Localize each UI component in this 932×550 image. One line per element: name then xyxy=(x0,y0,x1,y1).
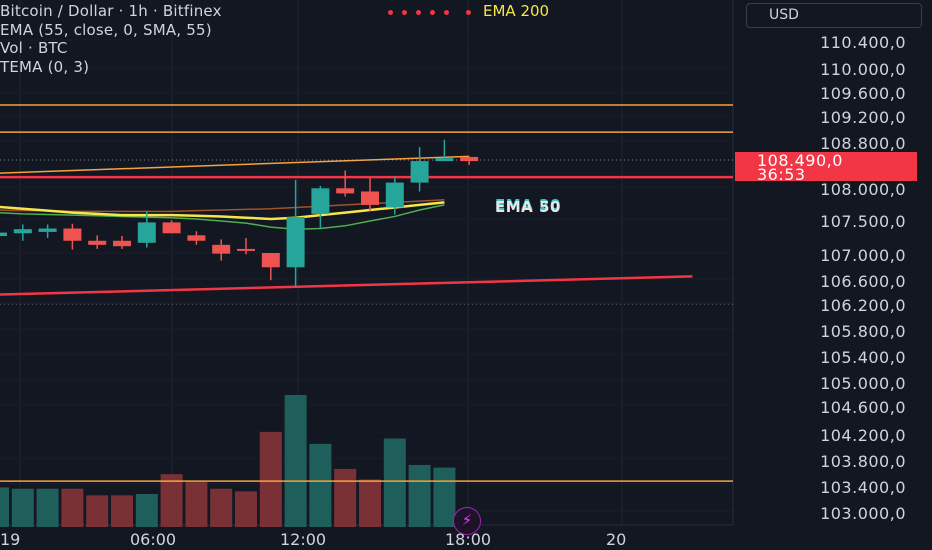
volume-bar xyxy=(334,468,357,527)
volume-bar xyxy=(160,474,183,527)
volume-bar xyxy=(86,495,109,527)
volume-bar xyxy=(383,438,406,527)
price-tick-label: 107.500,0 xyxy=(820,212,906,231)
volume-bar xyxy=(259,431,282,527)
volume-bar xyxy=(111,495,133,527)
price-tick-label: 104.200,0 xyxy=(820,426,906,445)
volume-bar xyxy=(61,488,84,527)
price-tick-label: 110.400,0 xyxy=(820,33,906,52)
ema200-label: EMA 200 xyxy=(483,2,550,20)
trend-line[interactable] xyxy=(0,155,470,174)
bar-countdown: 36:53 xyxy=(757,165,806,184)
indicator-ema55[interactable]: EMA (55, close, 0, SMA, 55) xyxy=(0,20,212,39)
candle-body[interactable] xyxy=(361,191,379,205)
lightning-icon[interactable]: ⚡ xyxy=(453,507,481,535)
volume-bar xyxy=(135,494,158,527)
price-tick-label: 110.000,0 xyxy=(820,60,906,79)
candle-body[interactable] xyxy=(286,217,305,268)
price-tick-label: 108.800,0 xyxy=(820,134,906,153)
price-tick-label: 104.600,0 xyxy=(820,398,906,417)
time-label: 12:00 xyxy=(280,530,327,549)
volume-bar xyxy=(309,443,332,527)
price-tick-label: 106.600,0 xyxy=(820,272,906,291)
candle-body[interactable] xyxy=(460,156,479,162)
indicator-tema[interactable]: TEMA (0, 3) xyxy=(0,57,90,76)
candle-body[interactable] xyxy=(63,228,82,241)
ema20-tag: EMA 20 xyxy=(495,196,561,214)
time-label: 20 xyxy=(606,530,627,549)
candle-body[interactable] xyxy=(237,248,255,251)
price-tick-label: 105.000,0 xyxy=(820,374,906,393)
candle-body[interactable] xyxy=(38,228,57,232)
candle-body[interactable] xyxy=(435,158,454,162)
symbol-title[interactable]: Bitcoin / Dollar · 1h · Bitfinex xyxy=(0,2,222,20)
volume-bar xyxy=(0,487,9,527)
volume-bar xyxy=(284,395,307,527)
price-tick-label: 103.400,0 xyxy=(820,478,906,497)
chart-legend: Bitcoin / Dollar · 1h · Bitfinex EMA (55… xyxy=(0,2,222,76)
trend-line[interactable] xyxy=(0,275,693,296)
candle-body[interactable] xyxy=(113,240,131,247)
candle-body[interactable] xyxy=(137,222,156,243)
candle-body[interactable] xyxy=(311,188,330,214)
volume-bar xyxy=(11,488,34,527)
time-label: 19 xyxy=(0,530,21,549)
price-tick-label: 105.800,0 xyxy=(820,322,906,341)
indicator-volume[interactable]: Vol · BTC xyxy=(0,39,68,57)
candle-body[interactable] xyxy=(212,244,231,254)
ema50-line xyxy=(0,204,445,230)
candle-body[interactable] xyxy=(385,182,404,208)
volume-bar xyxy=(359,479,381,527)
price-tick-label: 103.800,0 xyxy=(820,452,906,471)
candle-body[interactable] xyxy=(336,188,355,194)
price-tick-label: 103.000,0 xyxy=(820,504,906,523)
candle-body[interactable] xyxy=(0,232,7,236)
time-label: 18:00 xyxy=(445,530,492,549)
candle-body[interactable] xyxy=(88,240,107,245)
price-tick-label: 108.000,0 xyxy=(820,180,906,199)
volume-bar xyxy=(185,482,208,527)
volume-bar xyxy=(36,488,59,527)
price-tick-label: 105.400,0 xyxy=(820,348,906,367)
candle-body[interactable] xyxy=(410,161,429,183)
price-tick-label: 106.200,0 xyxy=(820,296,906,315)
candle-body[interactable] xyxy=(261,253,280,268)
last-price: 108.490,0 xyxy=(757,151,843,170)
volume-bar xyxy=(235,491,257,527)
time-label: 06:00 xyxy=(130,530,177,549)
ema50-tag: EMA 50 xyxy=(495,198,561,216)
currency-selector[interactable]: USD xyxy=(746,3,922,28)
candle-body[interactable] xyxy=(162,222,181,234)
price-tick-label: 107.000,0 xyxy=(820,246,906,265)
price-tick-label: 109.600,0 xyxy=(820,84,906,103)
candle-body[interactable] xyxy=(13,229,32,234)
volume-bar xyxy=(210,488,233,527)
last-price-tag: 108.490,0 36:53 xyxy=(735,151,917,184)
volume-bar xyxy=(408,464,431,527)
candle-body[interactable] xyxy=(187,235,206,241)
price-tick-label: 109.200,0 xyxy=(820,108,906,127)
volume-bar xyxy=(433,467,456,527)
